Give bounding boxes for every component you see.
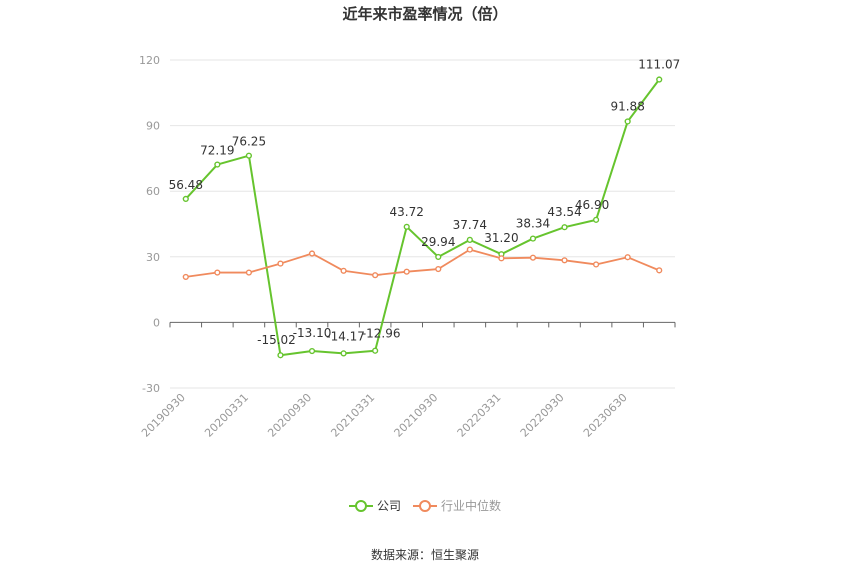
legend: 公司 行业中位数 [349, 498, 501, 513]
x-tick-label: 20200930 [265, 391, 314, 440]
data-label: 46.90 [575, 198, 609, 212]
data-label: 29.94 [421, 235, 455, 249]
data-label: 111.07 [638, 58, 680, 72]
data-point[interactable] [403, 223, 410, 230]
data-label: -13.10 [293, 326, 332, 340]
data-point[interactable] [277, 260, 284, 267]
data-point[interactable] [340, 350, 347, 357]
y-tick-label: 60 [146, 185, 160, 198]
data-point[interactable] [529, 235, 537, 242]
data-point[interactable] [308, 250, 316, 257]
grid-layer [170, 59, 675, 389]
x-tick-label: 20200331 [202, 391, 251, 440]
data-point[interactable] [624, 254, 631, 261]
legend-label: 公司 [377, 499, 401, 513]
data-label: 43.54 [547, 205, 581, 219]
chart-title: 近年来市盈率情况（倍） [342, 5, 507, 23]
axis-layer: -30 0 30 60 90 120 20190930 20200331 20200930 202… [139, 54, 676, 440]
data-point[interactable] [656, 267, 663, 274]
data-point[interactable] [592, 216, 600, 223]
source-note: 数据来源：恒生聚源 [371, 547, 479, 562]
data-point[interactable] [214, 269, 221, 276]
y-tick-label: 120 [139, 54, 160, 67]
x-tick-label: 20220331 [455, 391, 504, 440]
data-point[interactable] [435, 265, 442, 273]
data-label: 76.25 [232, 135, 266, 149]
legend-marker [355, 500, 367, 512]
x-tick-label: 20230630 [581, 391, 630, 440]
data-point[interactable] [656, 76, 663, 83]
data-label: 37.74 [453, 218, 487, 232]
y-tick-label: 90 [146, 120, 160, 133]
y-tick-label: -30 [142, 382, 160, 395]
data-point[interactable] [372, 347, 379, 354]
series-layer [182, 76, 663, 359]
data-point[interactable] [403, 268, 410, 275]
data-point[interactable] [529, 254, 537, 261]
series-line-industry-median [185, 248, 660, 278]
legend-item-company[interactable]: 公司 [349, 499, 401, 513]
data-point[interactable] [372, 272, 379, 279]
data-point[interactable] [561, 224, 568, 231]
data-label: 43.72 [390, 205, 424, 219]
data-label: 56.48 [169, 178, 203, 192]
y-tick-label: 0 [153, 316, 160, 329]
data-point[interactable] [214, 161, 221, 168]
data-point[interactable] [245, 152, 253, 159]
data-point[interactable] [308, 347, 316, 355]
data-point[interactable] [498, 255, 505, 262]
data-point[interactable] [592, 261, 600, 268]
x-tick-label: 20210331 [328, 391, 377, 440]
series-line-company [185, 78, 661, 357]
x-tick-label: 20210930 [392, 391, 441, 440]
y-tick-label: 30 [146, 251, 160, 264]
data-point[interactable] [466, 236, 473, 243]
x-tick-label: 20190930 [139, 391, 188, 440]
legend-item-industry-median[interactable]: 行业中位数 [413, 498, 501, 513]
data-label: 38.34 [516, 217, 550, 231]
data-point[interactable] [277, 352, 284, 359]
data-point[interactable] [435, 253, 442, 261]
data-point[interactable] [561, 257, 568, 264]
legend-label: 行业中位数 [441, 498, 501, 513]
data-label: -15.02 [257, 333, 296, 347]
data-label: -14.17 [326, 329, 365, 343]
legend-marker [419, 500, 431, 512]
data-point[interactable] [340, 267, 347, 274]
x-tick-label: 20220930 [518, 391, 567, 440]
data-label: -12.96 [362, 327, 401, 341]
data-point[interactable] [624, 118, 631, 125]
data-label: 72.19 [200, 144, 234, 158]
data-point[interactable] [245, 269, 253, 276]
data-point[interactable] [182, 273, 189, 281]
data-point[interactable] [182, 195, 189, 202]
data-point[interactable] [466, 246, 473, 253]
data-label: 31.20 [484, 231, 518, 245]
data-label: 91.88 [610, 99, 644, 113]
